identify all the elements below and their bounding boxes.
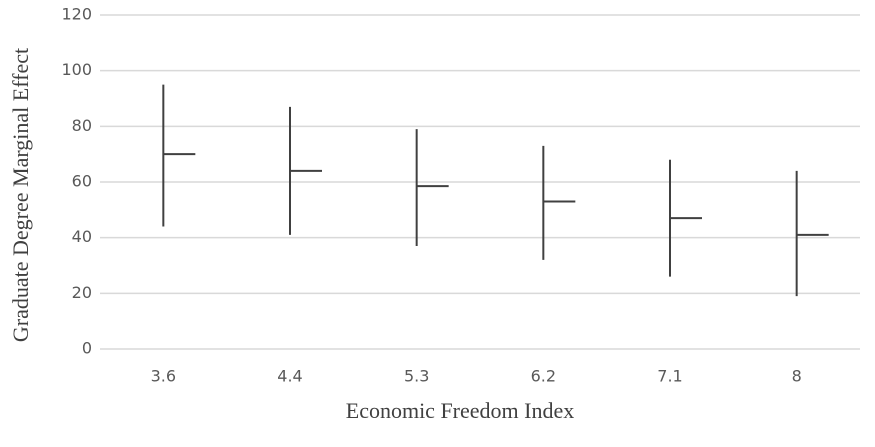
y-tick-label: 0	[82, 339, 92, 358]
x-axis-title: Economic Freedom Index	[346, 398, 575, 423]
y-tick-label: 120	[61, 5, 92, 24]
x-tick-label: 8	[792, 367, 802, 386]
y-tick-label: 20	[72, 283, 92, 302]
x-tick-label: 7.1	[657, 367, 682, 386]
x-tick-label: 5.3	[404, 367, 429, 386]
y-tick-label: 80	[72, 116, 92, 135]
x-tick-label: 3.6	[151, 367, 176, 386]
y-tick-label: 60	[72, 172, 92, 191]
y-axis-title: Graduate Degree Marginal Effect	[8, 48, 33, 342]
y-tick-label: 40	[72, 227, 92, 246]
x-tick-label: 6.2	[531, 367, 556, 386]
y-tick-label: 100	[61, 60, 92, 79]
x-tick-label: 4.4	[277, 367, 302, 386]
